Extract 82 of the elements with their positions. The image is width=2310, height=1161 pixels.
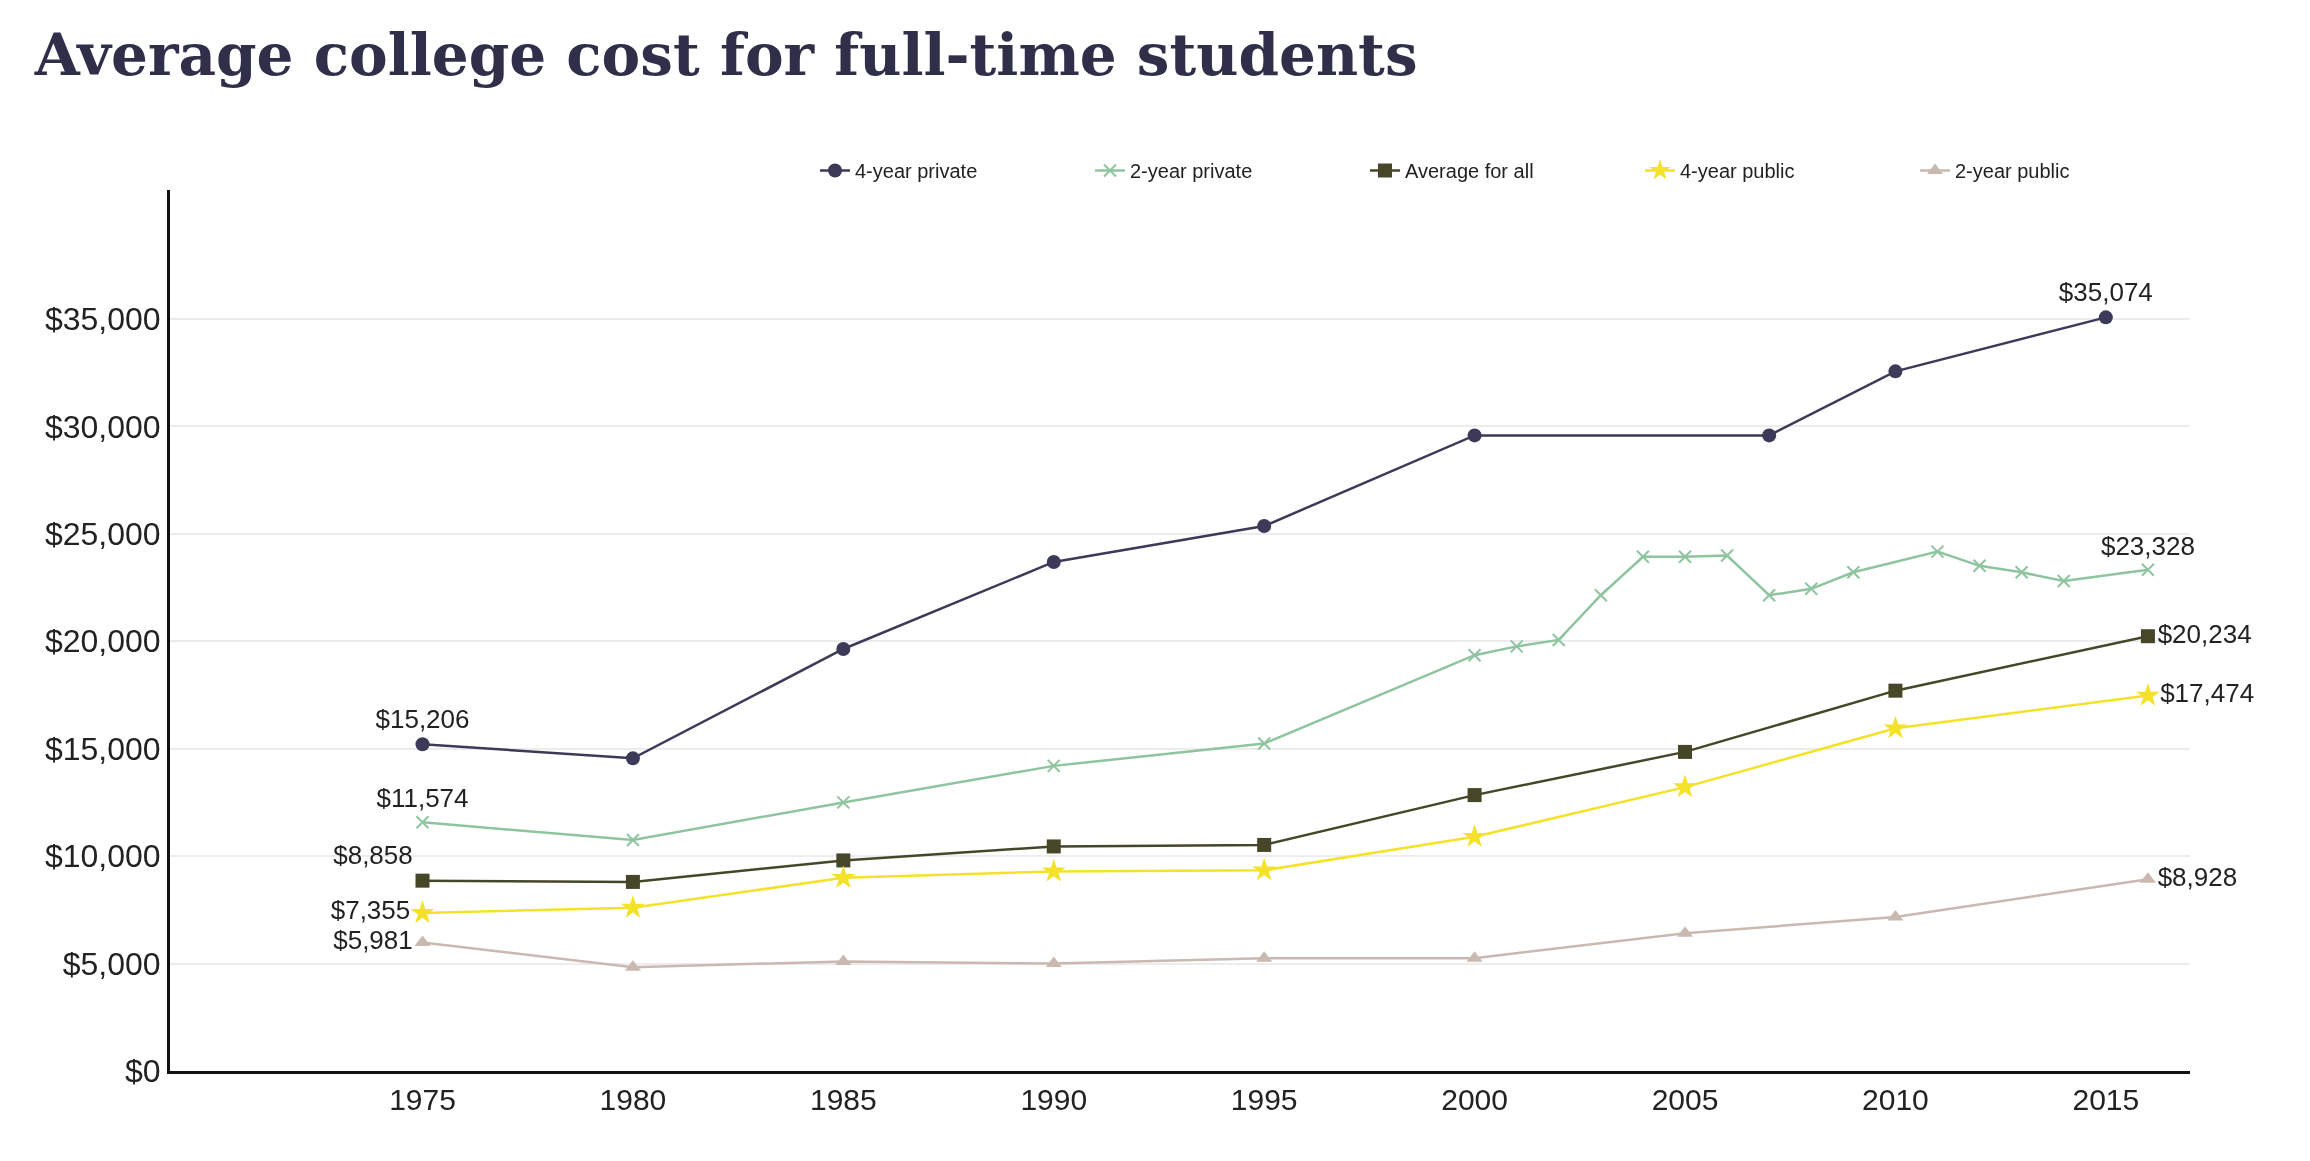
data-label: $15,206: [375, 704, 470, 735]
x-tick-label: 2010: [1862, 1083, 1929, 1116]
point: [1887, 909, 1904, 921]
legend-label: Average for all: [1405, 160, 1534, 183]
point: [2014, 565, 2029, 580]
point: [1804, 581, 1819, 596]
x-tick-label: 1985: [809, 1083, 877, 1116]
chart-title: Average college cost for full-time students: [33, 21, 1418, 90]
point: [1045, 956, 1062, 968]
legend-label: 2-year private: [1130, 160, 1253, 183]
legend-label: 4-year private: [855, 160, 978, 183]
point: [1888, 364, 1903, 379]
point: [1888, 683, 1903, 698]
point: [415, 737, 430, 752]
data-label: $17,474: [2160, 678, 2255, 709]
point: [1257, 837, 1272, 852]
point: [1046, 758, 1061, 773]
y-tick-label: $0: [125, 1053, 161, 1090]
point: [625, 751, 640, 766]
point: [625, 874, 640, 889]
data-label: $8,928: [2157, 861, 2238, 892]
data-label: $23,328: [2100, 530, 2195, 561]
point: [620, 895, 645, 918]
x-tick-label: 1980: [599, 1083, 667, 1116]
point: [831, 865, 856, 889]
data-label: $11,574: [376, 783, 469, 814]
point: [1678, 549, 1692, 564]
point: [1046, 554, 1061, 569]
y-tick-label: $35,000: [44, 301, 161, 338]
x-tick-label: 1995: [1230, 1083, 1298, 1116]
point: [2135, 682, 2160, 706]
y-tick-label: $30,000: [44, 408, 161, 445]
data-label: $7,355: [330, 895, 411, 926]
x-tick-label: 1975: [389, 1083, 456, 1116]
data-label: $8,858: [333, 840, 413, 871]
point: [836, 853, 851, 868]
point: [1509, 639, 1524, 654]
point: [2056, 574, 2071, 589]
point: [1257, 519, 1272, 534]
point: [1673, 774, 1697, 798]
point: [1678, 744, 1692, 759]
point: [1252, 857, 1277, 881]
point: [1846, 565, 1861, 580]
point: [1635, 549, 1650, 564]
point: [1972, 558, 1987, 573]
x-tick-label: 2015: [2072, 1083, 2140, 1116]
point: [1467, 648, 1482, 663]
point: [1467, 428, 1482, 443]
data-label: $35,074: [2058, 277, 2153, 308]
data-label: $20,234: [2157, 618, 2252, 649]
y-tick-label: $25,000: [44, 516, 161, 552]
point: [415, 873, 430, 888]
point: [1046, 839, 1061, 854]
point: [1041, 858, 1066, 882]
legend-label: 4-year public: [1680, 160, 1795, 183]
point: [1930, 544, 1945, 559]
point: [1762, 588, 1777, 603]
point: [836, 641, 851, 656]
y-tick-label: $5,000: [62, 945, 161, 982]
point: [2098, 310, 2113, 325]
legend-label: 2-year public: [1955, 160, 2070, 183]
y-tick-label: $10,000: [44, 838, 161, 875]
point: [1720, 548, 1735, 563]
y-tick-label: $15,000: [44, 730, 161, 767]
point: [2140, 562, 2155, 577]
point: [1551, 632, 1566, 647]
point: [1762, 428, 1777, 443]
point: [1257, 736, 1272, 751]
x-tick-label: 2005: [1651, 1083, 1719, 1116]
point: [1593, 588, 1608, 603]
data-label: $5,981: [333, 924, 413, 955]
point: [1462, 824, 1487, 847]
x-tick-label: 1990: [1020, 1083, 1088, 1116]
y-tick-label: $20,000: [44, 623, 161, 660]
point: [625, 833, 640, 848]
point: [1467, 788, 1482, 803]
point: [1883, 715, 1908, 739]
point: [415, 815, 430, 830]
x-tick-label: 2000: [1441, 1083, 1508, 1116]
point: [410, 900, 435, 924]
point: [836, 795, 851, 810]
point: [2140, 629, 2155, 644]
